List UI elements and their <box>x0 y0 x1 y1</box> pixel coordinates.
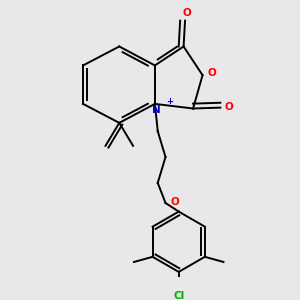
Text: O: O <box>170 197 179 207</box>
Text: O: O <box>224 102 233 112</box>
Text: +: + <box>166 98 173 106</box>
Text: O: O <box>208 68 217 78</box>
Text: N: N <box>152 105 161 115</box>
Text: O: O <box>182 8 191 18</box>
Text: Cl: Cl <box>173 291 184 300</box>
